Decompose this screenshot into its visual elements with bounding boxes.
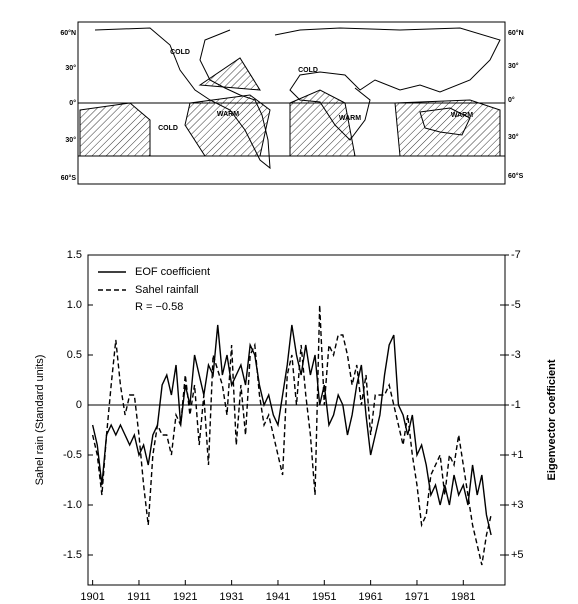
x-tick-label: 1971 (405, 591, 429, 603)
legend-label: Sahel rainfall (135, 284, 199, 296)
y2-tick-label: -7 (511, 249, 521, 261)
series-line (91, 304, 492, 566)
x-tick-label: 1911 (127, 591, 151, 603)
x-tick-label: 1931 (219, 591, 243, 603)
y2-tick-label: +3 (511, 499, 524, 511)
y-tick-label: -0.5 (63, 449, 82, 461)
lat-label: 60°N (508, 29, 524, 37)
y2-tick-label: +5 (511, 549, 524, 561)
eurasia-africa (274, 27, 501, 141)
lat-label: 60°S (61, 174, 77, 182)
y2-axis-title: Eigenvector coefficient (546, 359, 558, 480)
y-tick-label: -1.5 (63, 549, 82, 561)
lat-label: 30° (508, 62, 519, 70)
map-labels: 60°N 30° 0° 30° 60°S 60°N 30° 0° 30° 60°… (60, 29, 523, 182)
y-tick-label: 1.5 (67, 249, 82, 261)
legend-label: EOF coefficient (135, 266, 210, 278)
map (77, 21, 506, 185)
series-line (91, 324, 492, 536)
y-tick-label: 0.5 (67, 349, 82, 361)
y-tick-label: 0 (76, 399, 82, 411)
lat-label: 30° (65, 136, 76, 144)
x-tick-label: 1901 (80, 591, 104, 603)
region-label: WARM (217, 111, 239, 118)
y-tick-label: -1.0 (63, 499, 82, 511)
y2-tick-label: -3 (511, 349, 521, 361)
plot-frame (87, 254, 506, 586)
x-tick-label: 1921 (173, 591, 197, 603)
y2-tick-label: -1 (511, 399, 521, 411)
australia (419, 107, 471, 136)
lat-label: 0° (508, 96, 515, 104)
lat-label: 0° (69, 99, 76, 107)
x-tick-label: 1951 (312, 591, 336, 603)
region-label: COLD (298, 67, 318, 74)
annotation: R = −0.58 (135, 301, 183, 313)
y2-tick-label: -5 (511, 299, 521, 311)
lat-label: 30° (508, 133, 519, 141)
lat-label: 60°N (60, 29, 76, 37)
region-label: WARM (339, 115, 361, 122)
region-label: WARM (451, 112, 473, 119)
region-label: COLD (158, 125, 178, 132)
y2-tick-label: +1 (511, 449, 524, 461)
warm-region (79, 57, 501, 157)
x-tick-label: 1941 (266, 591, 290, 603)
y-axis-title: Sahel rain (Standard units) (34, 355, 46, 486)
x-tick-label: 1961 (358, 591, 382, 603)
x-tick-label: 1981 (451, 591, 475, 603)
lat-label: 30° (65, 64, 76, 72)
region-label: COLD (170, 49, 190, 56)
americas (94, 27, 271, 170)
y-tick-label: 1.0 (67, 299, 82, 311)
lat-label: 60°S (508, 172, 524, 180)
